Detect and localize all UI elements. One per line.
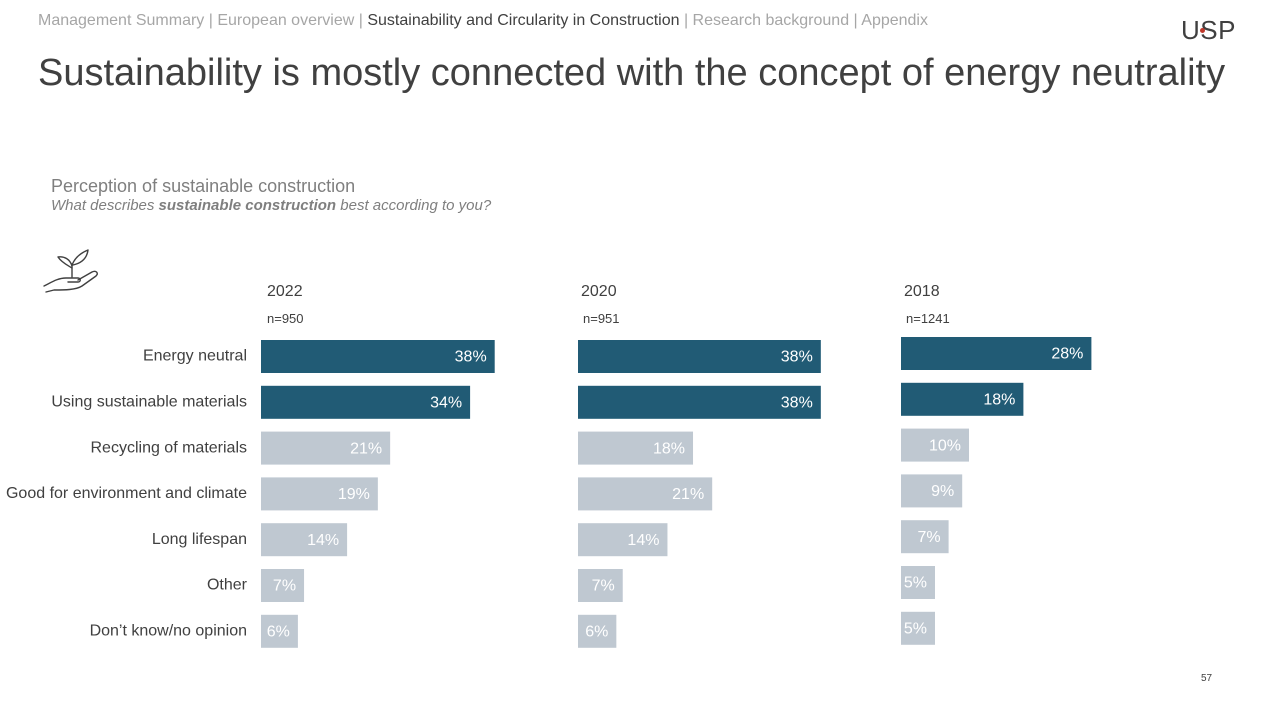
bar — [901, 566, 935, 599]
bar-value-label: 19% — [338, 486, 370, 503]
category-label: Using sustainable materials — [51, 394, 247, 411]
bar-value-label: 18% — [653, 440, 685, 457]
category-label: Recycling of materials — [91, 439, 248, 456]
series-sample-size: n=950 — [267, 311, 304, 326]
category-label: Energy neutral — [143, 348, 247, 365]
bar — [578, 340, 821, 373]
breadcrumb-nav: Management Summary | European overview |… — [38, 12, 928, 30]
logo-text: USP — [1181, 15, 1236, 45]
bar-value-label: 6% — [267, 624, 290, 641]
company-logo: USP — [1181, 15, 1236, 46]
bar — [901, 474, 963, 508]
bar-value-label: 14% — [307, 532, 339, 549]
logo-dot-icon — [1200, 28, 1205, 33]
bar-value-label: 7% — [917, 529, 940, 546]
nav-separator: | — [849, 12, 862, 29]
bar-value-label: 21% — [672, 486, 704, 503]
nav-item[interactable]: Management Summary — [38, 12, 205, 29]
bar — [261, 340, 495, 373]
nav-item[interactable]: Sustainability and Circularity in Constr… — [367, 12, 680, 29]
chart-question-after: best according to you? — [336, 197, 492, 214]
nav-item[interactable]: Research background — [692, 12, 850, 29]
bar — [261, 431, 391, 465]
series-year-label: 2022 — [267, 283, 303, 300]
category-label: Long lifespan — [152, 531, 247, 548]
bar-value-label: 38% — [455, 349, 487, 366]
nav-separator: | — [679, 12, 693, 29]
bar — [578, 614, 617, 648]
bar — [901, 611, 935, 645]
bar — [901, 337, 1092, 370]
bar — [261, 385, 471, 419]
page-number: 57 — [1201, 673, 1213, 684]
bar — [578, 431, 694, 465]
category-label: Don’t know/no opinion — [90, 623, 247, 640]
bar — [261, 523, 348, 557]
bar-value-label: 7% — [273, 578, 296, 595]
bar — [578, 477, 713, 511]
bar — [261, 614, 298, 648]
bar-value-label: 9% — [931, 483, 954, 500]
nav-separator: | — [354, 12, 368, 29]
bar-value-label: 5% — [904, 621, 927, 638]
bar — [578, 523, 668, 557]
bar-value-label: 6% — [585, 624, 608, 641]
bar — [261, 477, 378, 511]
page-title: Sustainability is mostly connected with … — [38, 52, 1226, 94]
chart-question: What describes sustainable construction … — [51, 197, 491, 214]
series-sample-size: n=1241 — [906, 311, 950, 326]
nav-separator: | — [204, 12, 218, 29]
bar-value-label: 10% — [929, 437, 961, 454]
bar-value-label: 21% — [350, 440, 382, 457]
series-year-label: 2018 — [904, 283, 940, 300]
bar-value-label: 18% — [983, 392, 1015, 409]
bar-value-label: 5% — [904, 575, 927, 592]
chart-title: Perception of sustainable construction — [51, 176, 356, 196]
nav-item[interactable]: European overview — [217, 12, 355, 29]
series-year-label: 2020 — [581, 283, 617, 300]
bar-value-label: 14% — [627, 532, 659, 549]
plant-in-hand-icon — [43, 249, 98, 293]
category-label: Other — [207, 577, 248, 594]
series-sample-size: n=951 — [583, 311, 620, 326]
chart-question-before: What describes — [51, 197, 159, 214]
bar — [901, 382, 1024, 416]
bar — [901, 520, 949, 554]
bar-value-label: 38% — [781, 349, 813, 366]
bar-value-label: 28% — [1051, 346, 1083, 363]
bar — [901, 428, 969, 462]
chart-question-bold: sustainable construction — [158, 197, 337, 214]
bar — [578, 569, 623, 602]
bar-value-label: 7% — [592, 578, 615, 595]
bar — [578, 385, 821, 419]
bar-value-label: 38% — [781, 395, 813, 412]
bar-value-label: 34% — [430, 395, 462, 412]
nav-item[interactable]: Appendix — [861, 12, 928, 29]
bar — [261, 569, 305, 602]
category-label: Good for environment and climate — [6, 485, 247, 502]
